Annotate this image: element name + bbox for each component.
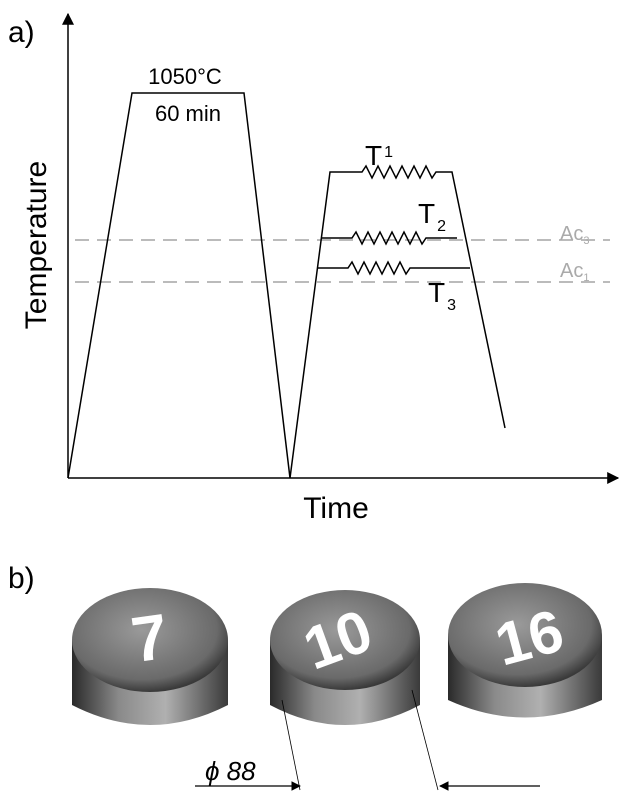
extension-line <box>281 699 301 791</box>
panel-b: b) 7 10 16 ϕ 88 <box>8 562 602 791</box>
y-axis-label: Temperature <box>20 161 53 329</box>
sample: 16 <box>448 583 602 718</box>
ac3-label: Ac3 <box>560 223 589 247</box>
sample: 10 <box>270 590 420 725</box>
extension-line <box>411 689 439 791</box>
dimension-label: ϕ 88 <box>205 756 256 786</box>
panel-label: a) <box>8 16 35 49</box>
tempering-t3 <box>318 260 470 276</box>
panel-a: a) Temperature Time Ac3 Ac1 1050°C 60 mi… <box>8 12 620 525</box>
sample: 7 <box>72 588 228 725</box>
tempering-t2 <box>322 230 457 246</box>
panel-label: b) <box>8 562 35 595</box>
austenitizing-temperature: 1050°C <box>148 64 222 89</box>
ac1-label: Ac1 <box>560 260 589 284</box>
austenitizing-cycle <box>67 92 291 479</box>
x-axis-label: Time <box>303 492 369 525</box>
austenitizing-time: 60 min <box>155 101 221 126</box>
tempering-cycle-t1 <box>289 164 506 479</box>
